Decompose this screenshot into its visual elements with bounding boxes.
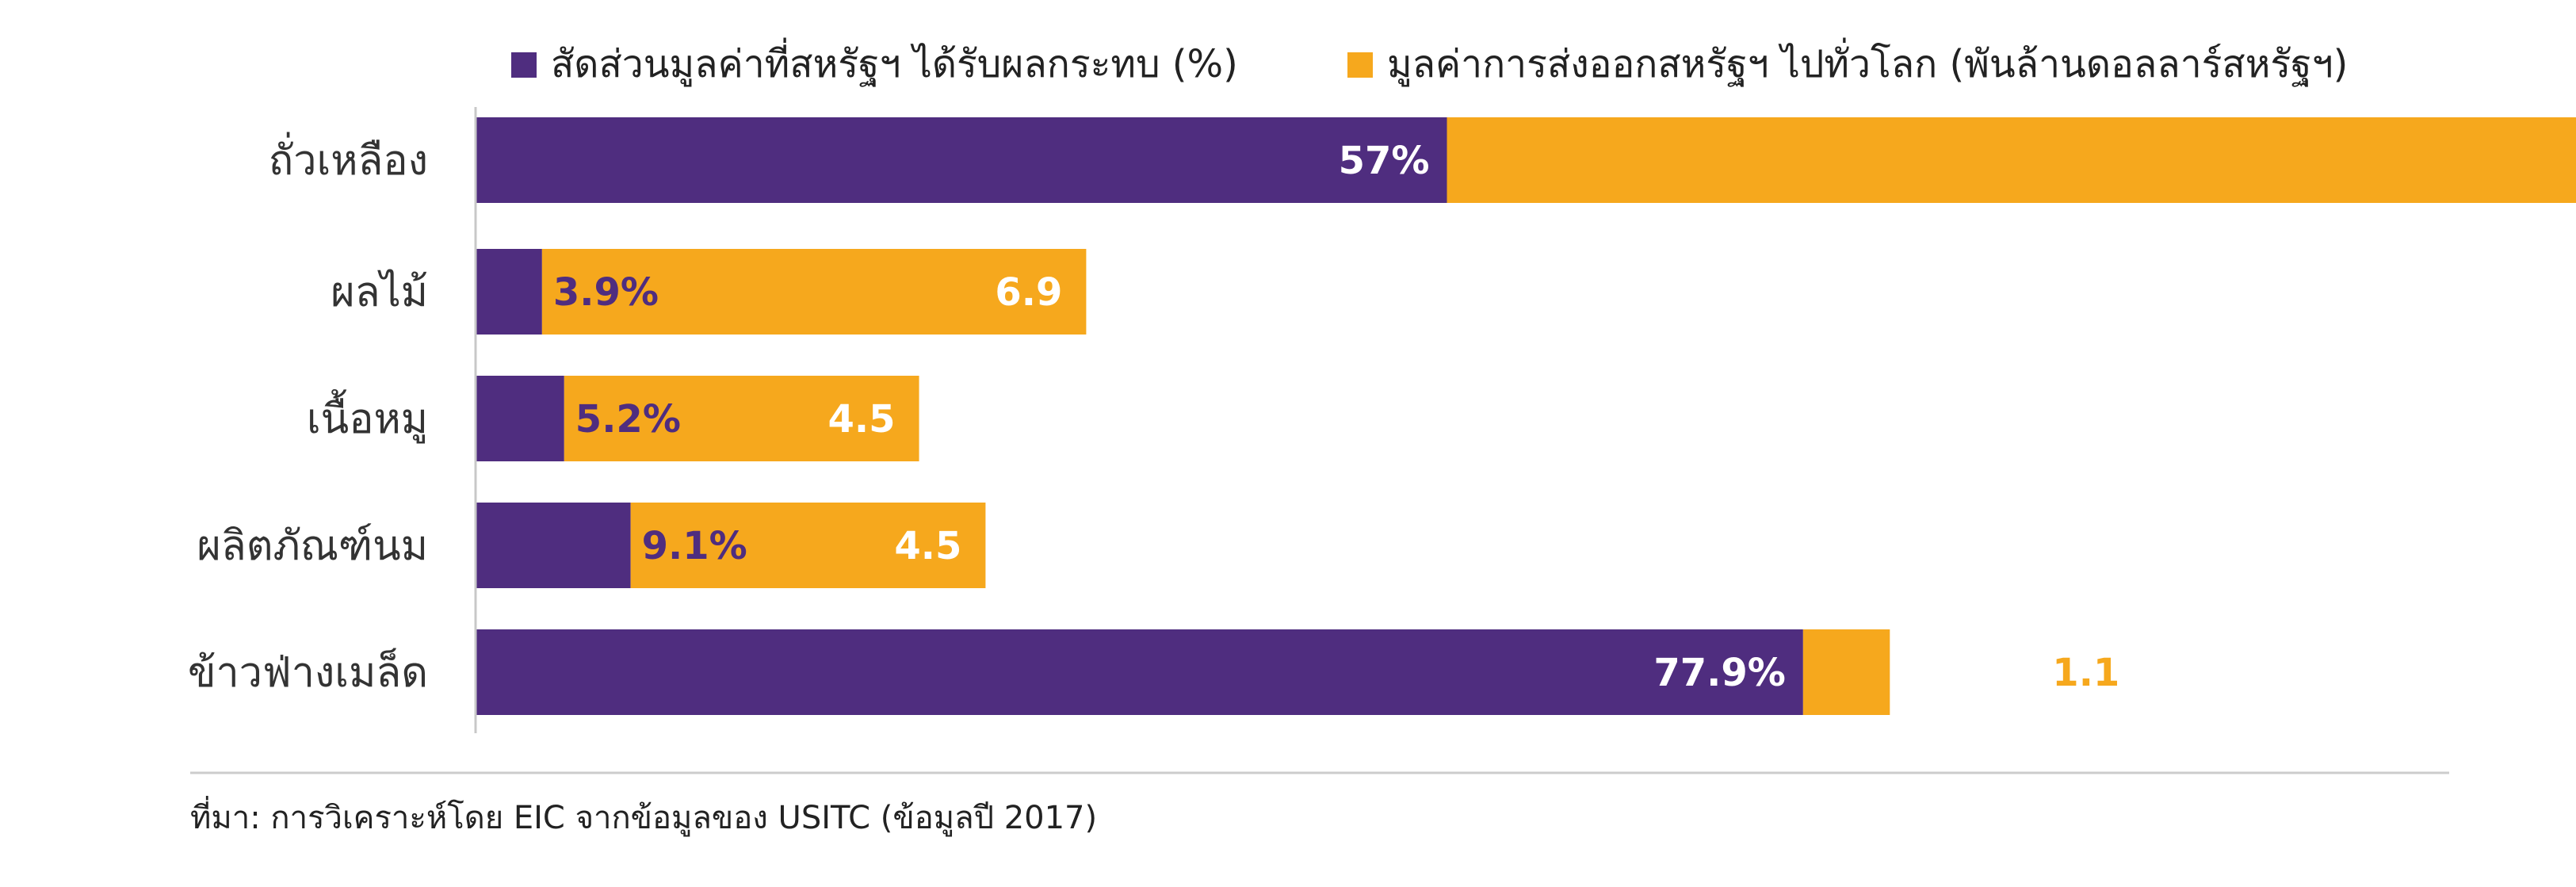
bars-group [476,117,2576,715]
data-label-share-1: 3.9% [553,270,659,315]
bar-share-4 [476,629,1803,715]
category-label-2: เนื้อหมู [307,389,428,444]
bar-export-value-3 [630,503,986,588]
data-label-share-3: 9.1% [642,524,747,568]
category-label-1: ผลไม้ [331,269,428,316]
bar-export-value-4 [1802,629,1890,715]
data-label-share-0: 57% [1339,139,1430,183]
legend-label-share: สัดส่วนมูลค่าที่สหรัฐฯ ได้รับผลกระทบ (%) [551,37,1238,87]
bar-export-value-2 [564,376,919,461]
data-label-export-value-3: 4.5 [894,524,961,568]
data-label-export-value-2: 4.5 [828,397,896,442]
category-label-3: ผลิตภัณฑ์นม [197,522,428,570]
bar-export-value-1 [541,249,1087,335]
legend-swatch-export-value [1347,52,1373,78]
value-labels: 57%21.53.9%6.95.2%4.59.1%4.577.9%1.1 [553,139,2119,695]
data-label-export-value-4: 1.1 [2052,651,2119,695]
bar-share-3 [476,503,631,588]
data-label-export-value-1: 6.9 [995,270,1062,315]
bar-export-value-0 [1447,117,2576,203]
category-label-4: ข้าวฟ่างเมล็ด [188,648,428,697]
category-label-0: ถั่วเหลือง [269,132,428,185]
bar-share-2 [476,376,564,461]
bar-share-0 [476,117,1447,203]
source-note: ที่มา: การวิเคราะห์โดย EIC จากข้อมูลของ … [190,796,1097,836]
data-label-share-2: 5.2% [575,397,681,442]
legend: สัดส่วนมูลค่าที่สหรัฐฯ ได้รับผลกระทบ (%)… [511,37,2348,87]
legend-label-export-value: มูลค่าการส่งออกสหรัฐฯ ไปทั่วโลก (พันล้าน… [1387,37,2348,87]
data-label-share-4: 77.9% [1653,651,1786,695]
legend-swatch-share [511,52,537,78]
bar-share-1 [476,249,542,335]
category-labels: ถั่วเหลืองผลไม้เนื้อหมูผลิตภัณฑ์นมข้าวฟ่… [188,132,428,697]
